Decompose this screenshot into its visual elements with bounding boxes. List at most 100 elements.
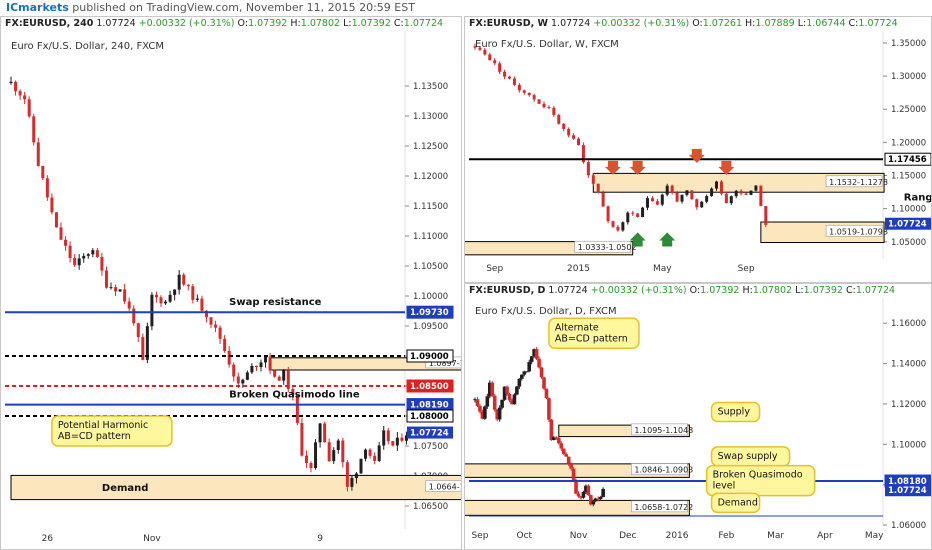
candle-body <box>554 437 559 439</box>
candle-body <box>127 301 131 309</box>
candle-body <box>91 250 95 255</box>
candle-body <box>73 258 77 266</box>
candle-body <box>86 254 90 256</box>
callout-box <box>548 317 640 350</box>
callout-box <box>51 415 173 447</box>
chart-panel-h4[interactable]: FX:EURUSD, 240 1.07724 +0.00332 (+0.31%)… <box>0 16 462 550</box>
callout-box <box>710 492 761 514</box>
symbol[interactable]: FX:EURUSD, W <box>469 18 548 29</box>
candle-body <box>522 90 526 93</box>
y-tick-label: 1.15000 <box>891 171 926 181</box>
zone-label: 1.1532-1.1278 <box>829 178 888 187</box>
y-tick-label: 1.11000 <box>413 232 448 242</box>
candle-body <box>473 46 477 48</box>
candle-body <box>150 294 154 327</box>
candle-body <box>45 178 49 198</box>
candle-body <box>562 123 566 129</box>
x-tick-label: Oct <box>517 531 533 541</box>
candle-body <box>576 493 581 497</box>
x-tick-label: 2015 <box>567 264 590 274</box>
candle-body <box>54 212 58 228</box>
candle-body <box>245 372 249 380</box>
candle-body <box>118 289 122 292</box>
last-price-box <box>407 426 453 439</box>
price-tag-box <box>884 152 931 166</box>
y-tick-label: 1.10500 <box>413 262 448 272</box>
candle-body <box>104 270 108 288</box>
close-label: C: <box>848 18 859 29</box>
annotation-label: Swap resistance <box>229 297 321 308</box>
candle-body <box>507 393 512 401</box>
candle-body <box>586 162 590 176</box>
up-arrow-marker <box>629 232 646 247</box>
symbol[interactable]: FX:EURUSD, 240 <box>5 18 94 29</box>
candle-body <box>350 478 354 487</box>
zone-rect <box>558 424 690 438</box>
candle-body <box>532 349 536 357</box>
change: +0.00332 (+0.31%) <box>590 285 687 296</box>
candle-body <box>159 297 163 304</box>
candle-body <box>626 212 630 223</box>
candle-body <box>490 382 495 396</box>
price-tag: 1.09000 <box>410 352 449 362</box>
annotation-label: Range bound <box>904 193 932 204</box>
chart-panel-daily[interactable]: FX:EURUSD, D 1.07724 +0.00332 (+0.31%) O… <box>464 283 932 550</box>
x-tick-label: 9 <box>317 534 323 544</box>
candle-body <box>327 442 331 462</box>
chart-panel-weekly[interactable]: FX:EURUSD, W 1.07724 +0.00332 (+0.31%) O… <box>464 16 932 283</box>
publisher-bar: ICmarkets published on TradingView.com, … <box>0 0 932 16</box>
zone-label-box <box>631 423 688 436</box>
candle-body <box>665 185 669 195</box>
y-tick-label: 1.35000 <box>891 39 926 49</box>
candle-body <box>141 337 145 360</box>
low-value: 1.06744 <box>806 18 846 29</box>
zone-label: 1.0333-1.0502 <box>578 243 637 252</box>
candle-body <box>522 371 527 375</box>
candle-body <box>386 430 390 442</box>
candle-body <box>579 496 583 498</box>
candle-body <box>132 308 136 324</box>
candle-body <box>241 379 245 384</box>
publisher-name[interactable]: ICmarkets <box>6 1 69 14</box>
candle-body <box>50 197 54 213</box>
zone-label: 1.0658-1.0722 <box>634 503 693 512</box>
down-arrow-marker <box>605 160 621 175</box>
candle-body <box>584 485 588 493</box>
candle-body <box>660 194 664 205</box>
price-tag: 1.08180 <box>888 477 927 487</box>
candle-body <box>154 294 158 298</box>
candle-body <box>527 361 532 372</box>
candle-body <box>204 310 208 318</box>
price-tag: 1.08500 <box>410 382 449 392</box>
zone-label-box <box>574 240 632 253</box>
symbol[interactable]: FX:EURUSD, D <box>469 285 546 296</box>
zone-rect <box>10 474 461 501</box>
y-tick-label: 1.05000 <box>891 238 926 248</box>
candle-body <box>596 183 600 193</box>
candle-body <box>77 258 81 266</box>
panel-header: FX:EURUSD, W 1.07724 +0.00332 (+0.31%) O… <box>469 17 898 31</box>
y-tick-label: 1.30000 <box>891 72 926 82</box>
chart-canvas[interactable]: 1.35000 1.30000 1.25000 1.20000 1.15000 1.100… <box>465 17 932 283</box>
candle-body <box>567 128 571 136</box>
candle-body <box>719 181 723 194</box>
panel-subtitle: Euro Fx/U.S. Dollar, D, FXCM <box>475 306 617 317</box>
candle-body <box>539 367 544 378</box>
candle-body <box>577 138 580 146</box>
candle-body <box>483 406 487 419</box>
candle-body <box>547 398 551 420</box>
chart-canvas[interactable]: 1.160001.140001.120001.100001.080001.060… <box>465 284 932 550</box>
chart-canvas[interactable]: 1.13500 1.13000 1.12500 1.12000 1.11500 1.110… <box>1 17 462 550</box>
candle-body <box>606 206 610 222</box>
x-tick-label: May <box>653 264 672 274</box>
callout-box <box>705 464 816 497</box>
candle-body <box>232 364 236 377</box>
close-label: C: <box>845 285 856 296</box>
candle-body <box>502 386 507 400</box>
y-tick-label: 1.13000 <box>413 112 448 122</box>
candle-body <box>596 498 601 500</box>
down-arrow-marker <box>718 160 735 175</box>
candle-body <box>537 99 541 104</box>
y-tick-label: 1.12000 <box>891 400 926 410</box>
candle-body <box>589 495 593 505</box>
